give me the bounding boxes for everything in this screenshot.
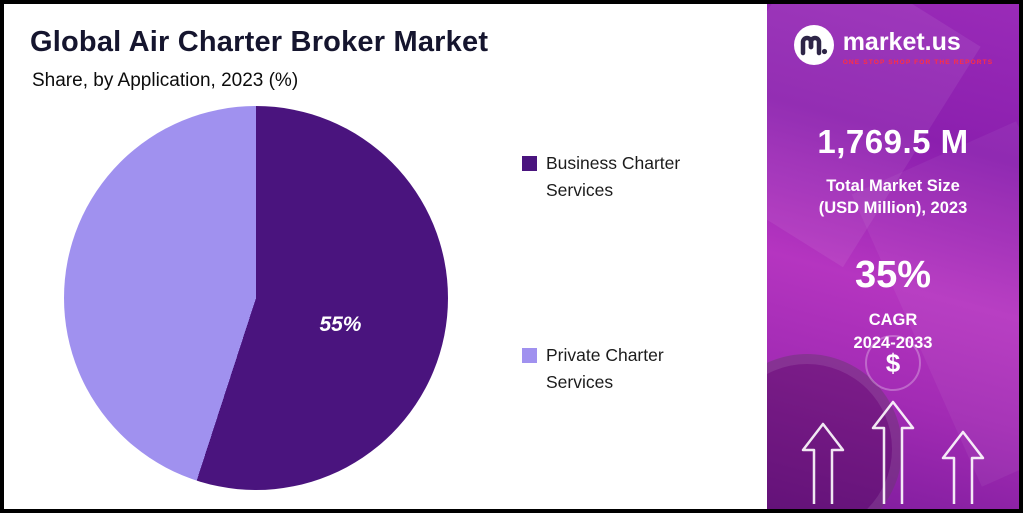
legend-label: Business Charter Services xyxy=(546,153,681,201)
brand-name: market.us xyxy=(842,27,961,56)
marketus-logo: market.us ONE STOP SHOP FOR THE REPORTS xyxy=(767,24,1019,71)
marketus-logo-icon xyxy=(793,24,835,71)
dollar-circle-icon: $ xyxy=(865,335,921,391)
pie-chart: 55% xyxy=(64,106,448,490)
dollar-icon: $ xyxy=(885,347,901,378)
chart-area: Global Air Charter Broker Market Share, … xyxy=(4,4,767,509)
pie-slice-data-label: 55% xyxy=(319,312,362,336)
growth-arrows-icon xyxy=(783,392,1003,509)
legend-item-private-charter: Private Charter Services xyxy=(522,342,717,396)
legend-item-business-charter: Business Charter Services xyxy=(522,150,717,204)
legend-swatch-icon xyxy=(522,348,537,363)
total-market-size-value: 1,769.5 M xyxy=(817,123,969,160)
chart-legend: Business Charter Services Private Charte… xyxy=(522,4,732,509)
brand-side-panel: market.us ONE STOP SHOP FOR THE REPORTS … xyxy=(767,4,1019,509)
page-subtitle: Share, by Application, 2023 (%) xyxy=(32,70,299,91)
total-market-size-label: Total Market Size (USD Million), 2023 xyxy=(818,177,968,218)
legend-swatch-icon xyxy=(522,156,537,171)
brand-tagline: ONE STOP SHOP FOR THE REPORTS xyxy=(842,58,994,66)
legend-label: Private Charter Services xyxy=(546,345,664,393)
cagr-value: 35% xyxy=(854,253,932,296)
page-title: Global Air Charter Broker Market xyxy=(30,26,489,58)
